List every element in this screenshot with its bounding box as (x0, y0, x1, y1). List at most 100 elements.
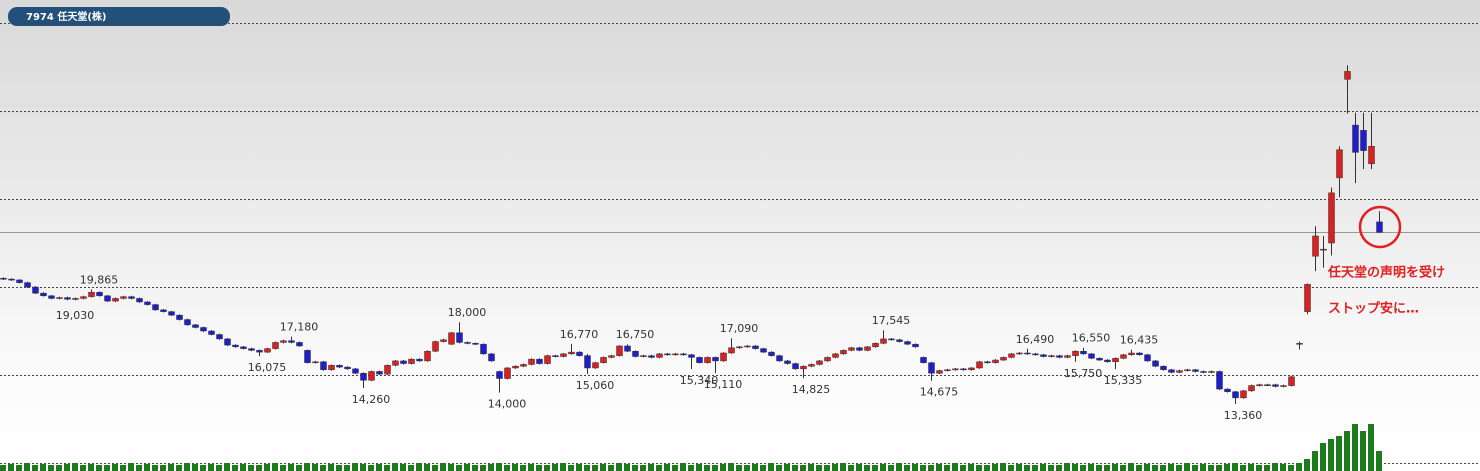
candle-body (1144, 354, 1151, 362)
price-label: 16,075 (248, 361, 287, 374)
volume-bar (408, 465, 414, 471)
volume-bar (544, 465, 550, 471)
volume-bar (1032, 465, 1038, 471)
volume-bar (208, 464, 214, 471)
candle-body (224, 338, 231, 346)
volume-bar (656, 465, 662, 471)
volume-bar (1224, 464, 1230, 471)
volume-bar (416, 463, 422, 471)
volume-bar (64, 464, 70, 471)
candle-body (1248, 385, 1255, 392)
candle-body (1264, 384, 1271, 386)
candle-body (1280, 385, 1287, 387)
candle-body (296, 342, 303, 347)
candle-body (1304, 284, 1311, 312)
volume-bar (1144, 464, 1150, 471)
candle-body (664, 353, 671, 356)
volume-bar (320, 465, 326, 471)
candle-body (464, 342, 471, 344)
candle-body (784, 360, 791, 364)
candle-body (368, 371, 375, 381)
volume-bar (1248, 464, 1254, 471)
candle-body (80, 296, 87, 299)
volume-bar (24, 463, 30, 471)
candle-body (544, 355, 551, 364)
candle-body (696, 357, 703, 363)
volume-bar (1192, 465, 1198, 471)
volume-bar (184, 463, 190, 471)
candle-body (192, 324, 199, 328)
candle-body (1096, 358, 1103, 361)
candle-body (848, 347, 855, 351)
candle-body (1232, 391, 1239, 399)
candle-body (1000, 357, 1007, 361)
volume-bar (112, 464, 118, 471)
candle-body (1112, 358, 1119, 363)
candle-body (560, 353, 567, 357)
candle-body (288, 340, 295, 343)
volume-bar (528, 464, 534, 471)
candle-body (376, 371, 383, 375)
volume-bar (488, 464, 494, 471)
volume-bar (560, 463, 566, 471)
candle-body (1352, 124, 1359, 153)
candle-body (48, 295, 55, 299)
volume-bar (352, 463, 358, 471)
volume-bar (584, 465, 590, 471)
candle-body (1128, 352, 1135, 356)
candle-body (1168, 369, 1175, 373)
candle-body (424, 350, 431, 362)
candle-body (1360, 130, 1367, 151)
volume-bar (1096, 465, 1102, 471)
volume-bar (792, 465, 798, 471)
candle-body (552, 355, 559, 357)
candle-body (1080, 350, 1087, 355)
candle-body (880, 338, 887, 344)
candle-body (792, 363, 799, 370)
candle-body (336, 365, 343, 368)
volume-bar (936, 464, 942, 471)
volume-bar (1232, 463, 1238, 471)
volume-bar (976, 465, 982, 471)
candle-body (200, 327, 207, 332)
volume-bar (856, 464, 862, 471)
candle-body (1064, 355, 1071, 358)
volume-bar (1112, 464, 1118, 471)
volume-bar (128, 463, 134, 471)
volume-bar (688, 465, 694, 471)
volume-bar (1152, 465, 1158, 471)
volume-bar (216, 465, 222, 471)
candle-body (88, 292, 95, 297)
candle-body (624, 345, 631, 352)
volume-bar (304, 463, 310, 471)
volume-bar (536, 465, 542, 471)
candle-body (136, 298, 143, 303)
candle-body (1288, 376, 1295, 386)
volume-bar (312, 464, 318, 471)
candle-body (976, 361, 983, 369)
candle-body (648, 355, 655, 358)
volume-bar (1184, 463, 1190, 471)
candle-body (768, 351, 775, 356)
volume-bar (704, 465, 710, 471)
volume-bar (1072, 464, 1078, 471)
candle-body (1088, 353, 1095, 359)
candle-body (160, 309, 167, 312)
price-label: 16,435 (1120, 334, 1159, 347)
volume-bar (160, 465, 166, 471)
price-label: 15,750 (1064, 367, 1103, 380)
volume-bar (872, 465, 878, 471)
candle-body (1208, 371, 1215, 373)
candle-body (1032, 353, 1039, 356)
candle-body (1312, 235, 1319, 257)
volume-bar (256, 465, 262, 471)
volume-bar (264, 464, 270, 471)
volume-bar (864, 465, 870, 471)
volume-bar (1176, 465, 1182, 471)
volume-bar (904, 465, 910, 471)
annotation: 任天堂の声明を受け (1327, 265, 1445, 281)
volume-bar (360, 464, 366, 471)
volume-bar (384, 465, 390, 471)
volume-bar (368, 465, 374, 471)
